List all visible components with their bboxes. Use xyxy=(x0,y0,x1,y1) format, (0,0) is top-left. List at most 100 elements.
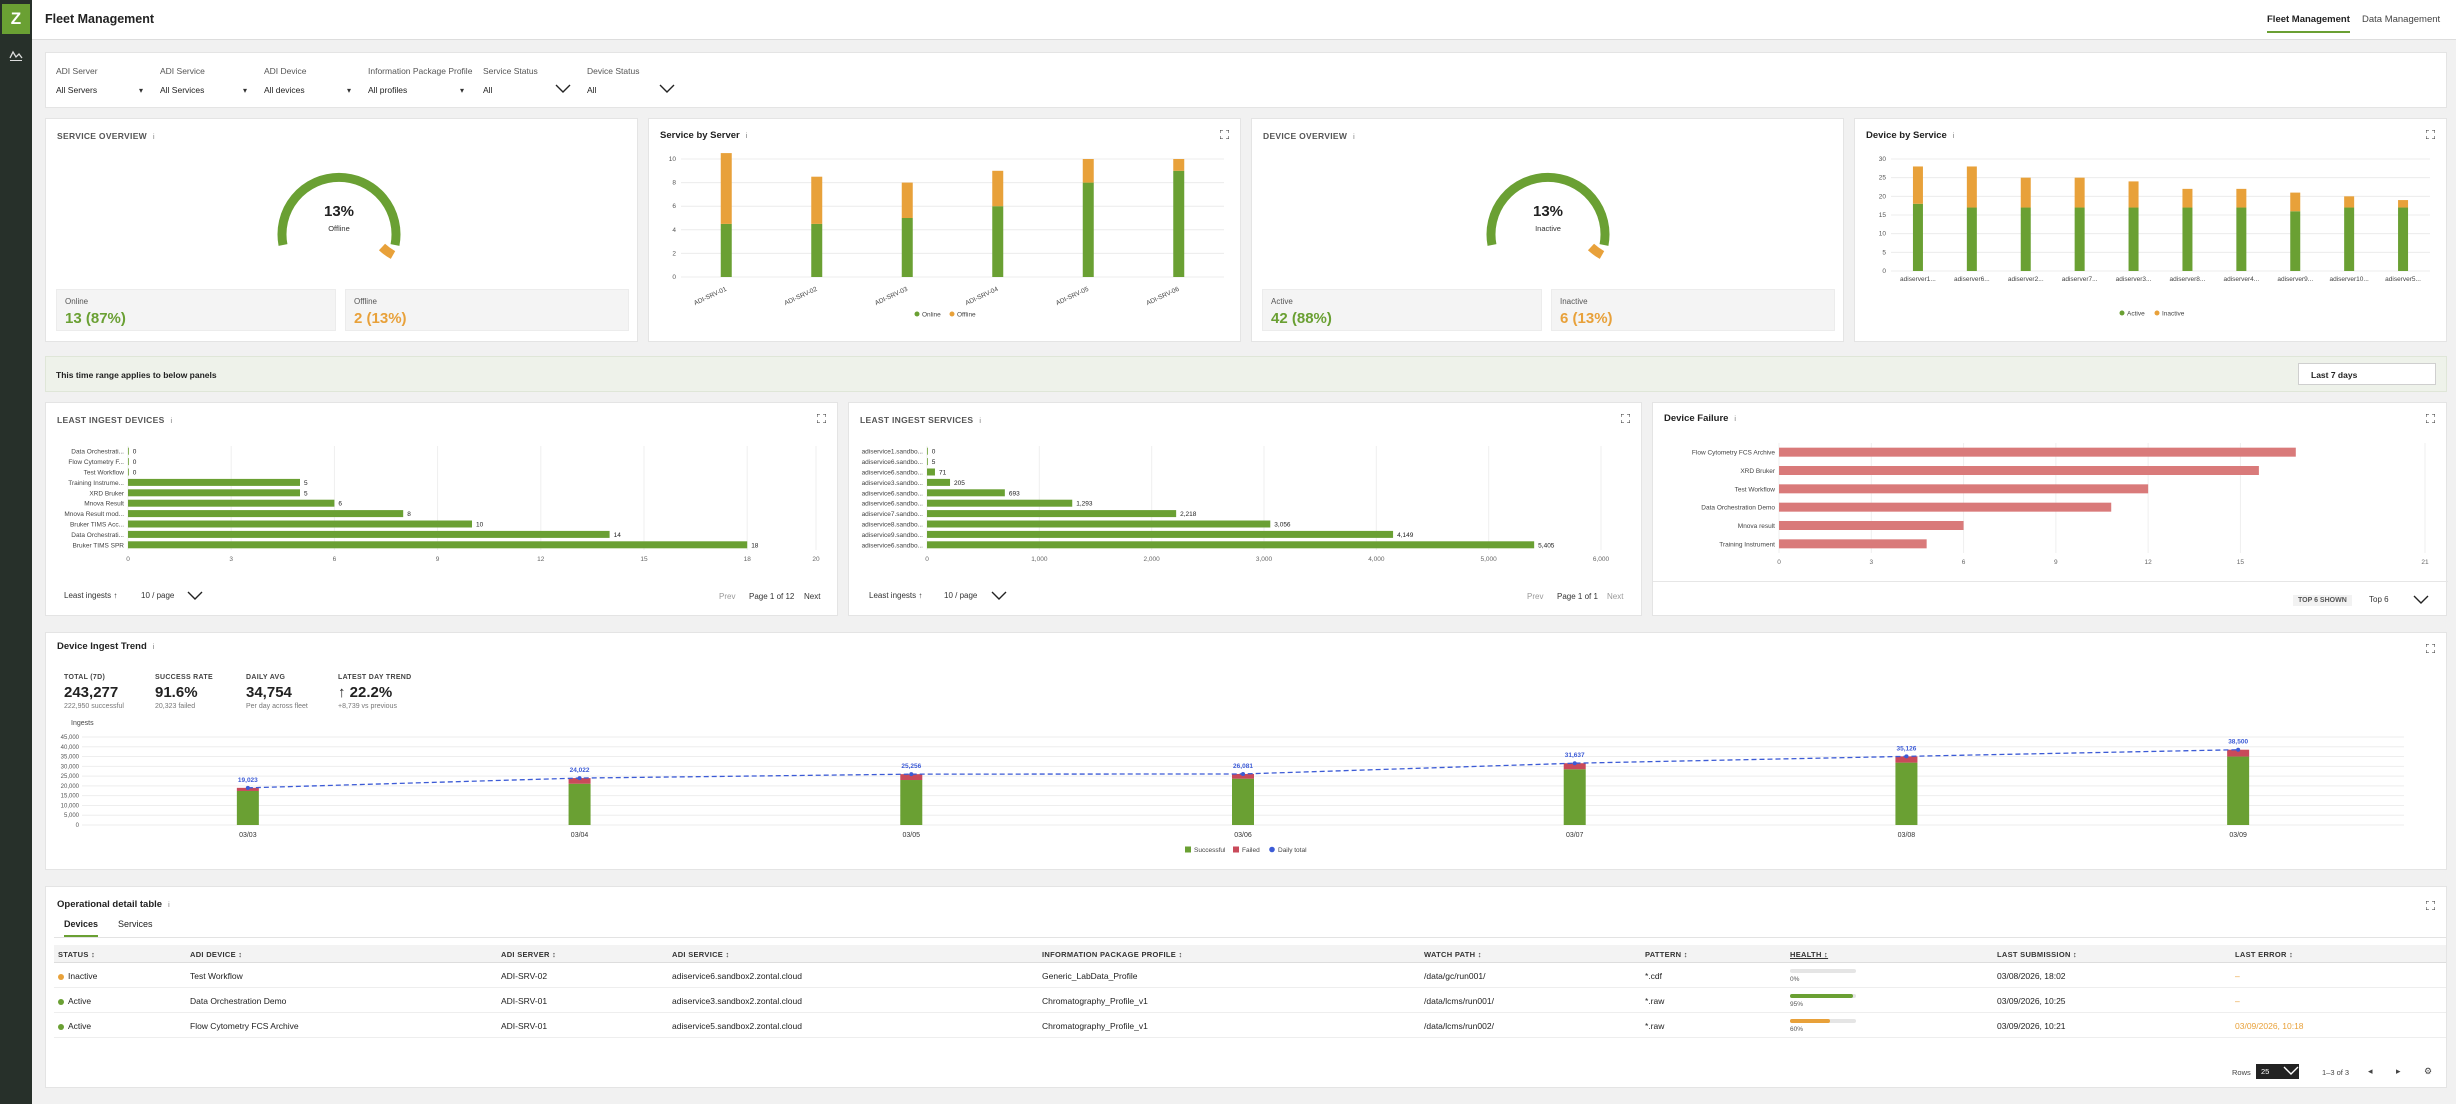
y-tick-label: Training Instrume... xyxy=(68,480,124,487)
x-tick-label: adiserver5... xyxy=(2385,276,2421,283)
info-icon[interactable]: i xyxy=(1952,133,1955,140)
sort-select[interactable]: Least ingests ↑ xyxy=(869,591,923,600)
filter-adi-device[interactable]: ADI Device All devices ▾ xyxy=(264,66,351,98)
gauge-track xyxy=(1486,172,1610,246)
info-icon[interactable]: i xyxy=(152,134,155,141)
table-row[interactable]: Active Flow Cytometry FCS Archive ADI-SRV-… xyxy=(54,1013,2446,1038)
sort-select[interactable]: Least ingests ↑ xyxy=(64,591,118,600)
service-cell: adiservice5.sandbox2.zontal.cloud xyxy=(672,1021,802,1031)
bar-segment xyxy=(2182,188,2193,208)
col-adi-service[interactable]: ADI SERVICE ↕ xyxy=(672,950,730,959)
filter-information-package-profile[interactable]: Information Package Profile All profiles… xyxy=(368,66,478,98)
time-range-select[interactable]: Last 7 days xyxy=(2298,363,2436,385)
y-tick-label: 0 xyxy=(1882,268,1886,275)
top-n-select[interactable]: Top 6 xyxy=(2369,595,2389,604)
prev-button[interactable]: Prev xyxy=(1527,592,1544,601)
device-cell: Test Workflow xyxy=(190,971,243,981)
device-by-service-panel: Device by Service i 0 5 10 15 20 25 30 adiserver… xyxy=(1854,118,2447,342)
filter-label: Information Package Profile xyxy=(368,66,473,76)
col-last-error[interactable]: LAST ERROR ↕ xyxy=(2235,950,2294,959)
filter-device-status[interactable]: Device Status All xyxy=(587,66,675,98)
col-pattern[interactable]: PATTERN ↕ xyxy=(1645,950,1688,959)
server-cell: ADI-SRV-01 xyxy=(501,1021,548,1031)
bar-failed xyxy=(900,774,923,781)
col-status[interactable]: STATUS ↕ xyxy=(58,950,96,959)
y-tick-label: 45,000 xyxy=(61,735,80,741)
page-size-select[interactable]: 10 / page xyxy=(141,591,175,600)
next-button[interactable]: Next xyxy=(804,592,821,601)
next-page-icon[interactable]: ▸ xyxy=(2396,1066,2401,1076)
bar-successful xyxy=(1563,769,1586,825)
bar-segment xyxy=(2128,207,2139,271)
prev-page-icon[interactable]: ◂ xyxy=(2368,1066,2373,1076)
col-watch-path[interactable]: WATCH PATH ↕ xyxy=(1424,950,1482,959)
pattern-cell: *.cdf xyxy=(1645,971,1663,981)
x-tick-label: 0 xyxy=(126,556,130,563)
filter-adi-server[interactable]: ADI Server All Servers ▾ xyxy=(56,66,143,98)
page-title: Fleet Management xyxy=(45,12,155,26)
data-label: 31,637 xyxy=(1565,752,1585,759)
data-label: 18 xyxy=(751,542,759,549)
info-icon[interactable]: i xyxy=(1353,134,1356,141)
kpi-sub: 20,323 failed xyxy=(155,703,196,710)
next-button[interactable]: Next xyxy=(1607,592,1624,601)
info-icon[interactable]: i xyxy=(168,902,170,909)
info-icon[interactable]: i xyxy=(152,644,155,651)
legend-label: Successful xyxy=(1194,847,1226,854)
legend-dot xyxy=(914,311,920,317)
health-bar xyxy=(1790,994,1856,998)
info-icon[interactable]: i xyxy=(979,418,982,425)
rows-label: Rows xyxy=(2232,1068,2251,1077)
x-tick-label: 4,000 xyxy=(1368,556,1385,563)
x-tick-label: 6 xyxy=(1962,559,1966,566)
expand-icon[interactable] xyxy=(2426,901,2435,910)
tab-fleet-management[interactable]: Fleet Management xyxy=(2267,14,2350,33)
tab-data-management[interactable]: Data Management xyxy=(2362,14,2441,25)
chevron-down-icon xyxy=(555,84,571,93)
filter-service-status[interactable]: Service Status All xyxy=(483,66,571,98)
chevron-down-icon[interactable] xyxy=(991,591,1007,600)
bar xyxy=(927,458,928,466)
col-adi-device[interactable]: ADI DEVICE ↕ xyxy=(190,950,243,959)
bar xyxy=(927,510,1177,518)
info-icon[interactable]: i xyxy=(745,133,748,140)
chevron-down-icon[interactable] xyxy=(2283,1066,2299,1075)
settings-icon[interactable]: ⚙ xyxy=(2424,1066,2433,1076)
filter-value: All xyxy=(483,85,493,95)
bar xyxy=(1779,484,2149,494)
panel-title: DEVICE OVERVIEW i xyxy=(1263,131,1356,141)
activity-icon[interactable] xyxy=(9,48,23,62)
x-tick-label: ADI-SRV-03 xyxy=(874,286,909,307)
x-tick-label: 15 xyxy=(2237,559,2245,566)
page-size-select[interactable]: 10 / page xyxy=(944,591,978,600)
col-profile[interactable]: INFORMATION PACKAGE PROFILE ↕ xyxy=(1042,950,1183,959)
bar xyxy=(128,458,129,466)
x-tick-label: 15 xyxy=(640,556,648,563)
info-icon[interactable]: i xyxy=(1734,416,1736,423)
service-overview-gauge xyxy=(277,172,401,259)
table-row[interactable]: Active Data Orchestration Demo ADI-SRV-01 a… xyxy=(54,988,2446,1013)
col-adi-server[interactable]: ADI SERVER ↕ xyxy=(501,950,557,959)
stat-active: Active 42 (88%) xyxy=(1262,289,1542,331)
table-row[interactable]: Inactive Test Workflow ADI-SRV-02 adiservic… xyxy=(54,963,2446,988)
col-last-submission[interactable]: LAST SUBMISSION ↕ xyxy=(1997,950,2078,959)
chevron-down-icon[interactable] xyxy=(187,591,203,600)
y-tick-label: 8 xyxy=(672,180,676,187)
data-label: 0 xyxy=(133,470,137,477)
path-cell: /data/lcms/run001/ xyxy=(1424,996,1494,1006)
caret-down-icon: ▾ xyxy=(243,86,248,95)
app-logo[interactable]: Z xyxy=(2,4,30,34)
filter-adi-service[interactable]: ADI Service All Services ▾ xyxy=(160,66,247,98)
panel-title: Service by Server i xyxy=(660,130,748,141)
tab-services[interactable]: Services xyxy=(118,919,153,929)
tab-devices[interactable]: Devices xyxy=(64,919,99,937)
legend-swatch xyxy=(1185,846,1191,853)
prev-button[interactable]: Prev xyxy=(719,592,736,601)
pattern-cell: *.raw xyxy=(1645,1021,1665,1031)
data-label: 24,022 xyxy=(570,767,590,774)
chevron-down-icon[interactable] xyxy=(2413,595,2429,604)
info-icon[interactable]: i xyxy=(170,418,173,425)
filter-value: All Services xyxy=(160,85,205,95)
rows-per-page-select[interactable]: 25 xyxy=(2256,1064,2300,1079)
col-health[interactable]: HEALTH ↕ xyxy=(1790,950,1829,959)
